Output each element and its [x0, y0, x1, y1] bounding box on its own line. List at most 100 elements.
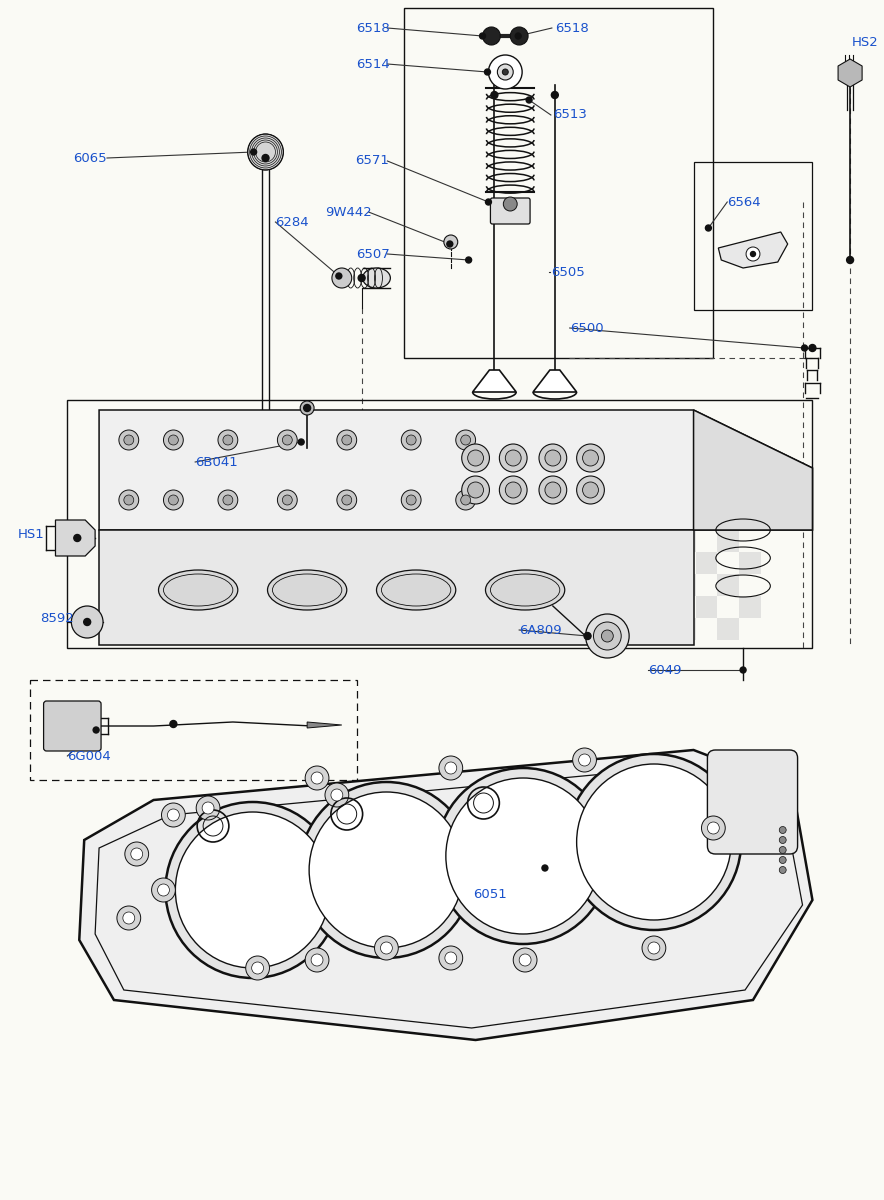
Circle shape [439, 946, 462, 970]
Bar [694, 162, 812, 310]
Circle shape [223, 434, 232, 445]
Circle shape [167, 809, 179, 821]
Bar [674, 574, 696, 596]
Circle shape [72, 606, 103, 638]
Polygon shape [473, 370, 516, 392]
Circle shape [342, 434, 352, 445]
Circle shape [251, 149, 256, 155]
Circle shape [305, 948, 329, 972]
Circle shape [499, 444, 527, 472]
Circle shape [809, 344, 816, 352]
Circle shape [165, 802, 339, 978]
Bar [404, 8, 713, 358]
Polygon shape [99, 530, 694, 646]
Circle shape [445, 952, 457, 964]
Circle shape [175, 812, 330, 968]
Circle shape [169, 494, 179, 505]
Circle shape [123, 912, 134, 924]
Bar [696, 596, 717, 618]
Circle shape [117, 906, 141, 930]
Circle shape [746, 247, 760, 260]
Text: 8592: 8592 [40, 612, 73, 624]
Circle shape [584, 634, 591, 638]
Ellipse shape [158, 570, 238, 610]
Circle shape [401, 490, 421, 510]
Circle shape [585, 614, 629, 658]
Circle shape [506, 482, 522, 498]
Text: 6513: 6513 [552, 108, 587, 121]
Circle shape [337, 430, 356, 450]
Ellipse shape [362, 268, 391, 288]
Circle shape [246, 956, 270, 980]
Circle shape [446, 241, 453, 247]
Circle shape [456, 490, 476, 510]
Text: 6284: 6284 [276, 216, 309, 228]
Text: 6507: 6507 [355, 247, 389, 260]
Circle shape [248, 134, 284, 170]
Ellipse shape [268, 570, 347, 610]
Ellipse shape [485, 570, 565, 610]
Circle shape [510, 26, 528, 44]
Text: 6571: 6571 [355, 155, 389, 168]
Circle shape [380, 942, 392, 954]
Bar [696, 552, 717, 574]
Circle shape [468, 482, 484, 498]
Ellipse shape [377, 570, 456, 610]
Circle shape [542, 865, 548, 871]
Circle shape [552, 91, 559, 98]
Circle shape [502, 68, 508, 74]
Circle shape [169, 434, 179, 445]
Circle shape [780, 827, 786, 834]
Text: 6A809: 6A809 [519, 624, 562, 636]
Circle shape [342, 494, 352, 505]
Text: 6500: 6500 [569, 322, 603, 335]
Circle shape [336, 272, 342, 278]
Polygon shape [80, 750, 812, 1040]
Circle shape [515, 32, 522, 38]
Circle shape [151, 878, 175, 902]
Circle shape [491, 91, 498, 98]
Circle shape [305, 766, 329, 790]
Circle shape [780, 836, 786, 844]
Text: 6518: 6518 [355, 22, 389, 35]
Text: S: S [415, 527, 496, 634]
Circle shape [499, 476, 527, 504]
Circle shape [375, 936, 399, 960]
Text: 6B041: 6B041 [195, 456, 238, 468]
Circle shape [584, 632, 591, 640]
Circle shape [331, 790, 343, 802]
Circle shape [485, 199, 492, 205]
Circle shape [802, 346, 807, 350]
Circle shape [218, 490, 238, 510]
Circle shape [298, 439, 304, 445]
Text: 6049: 6049 [648, 664, 682, 677]
Circle shape [332, 268, 352, 288]
Circle shape [576, 444, 605, 472]
Circle shape [461, 434, 470, 445]
Circle shape [124, 494, 133, 505]
Circle shape [444, 235, 458, 248]
Bar [674, 530, 696, 552]
Circle shape [218, 430, 238, 450]
Circle shape [601, 630, 613, 642]
Circle shape [252, 962, 263, 974]
Circle shape [311, 772, 323, 784]
Circle shape [170, 720, 177, 727]
Circle shape [131, 848, 142, 860]
Circle shape [567, 754, 741, 930]
Circle shape [84, 618, 91, 625]
Circle shape [461, 444, 490, 472]
Circle shape [162, 803, 186, 827]
Circle shape [407, 494, 416, 505]
Text: 6514: 6514 [355, 58, 389, 71]
Polygon shape [56, 520, 95, 556]
Circle shape [445, 762, 457, 774]
Circle shape [514, 948, 537, 972]
Text: 6505: 6505 [551, 265, 584, 278]
Text: S: S [212, 472, 342, 648]
Circle shape [503, 197, 517, 211]
Circle shape [583, 482, 598, 498]
Bar [739, 552, 761, 574]
Circle shape [579, 754, 591, 766]
Circle shape [707, 822, 720, 834]
